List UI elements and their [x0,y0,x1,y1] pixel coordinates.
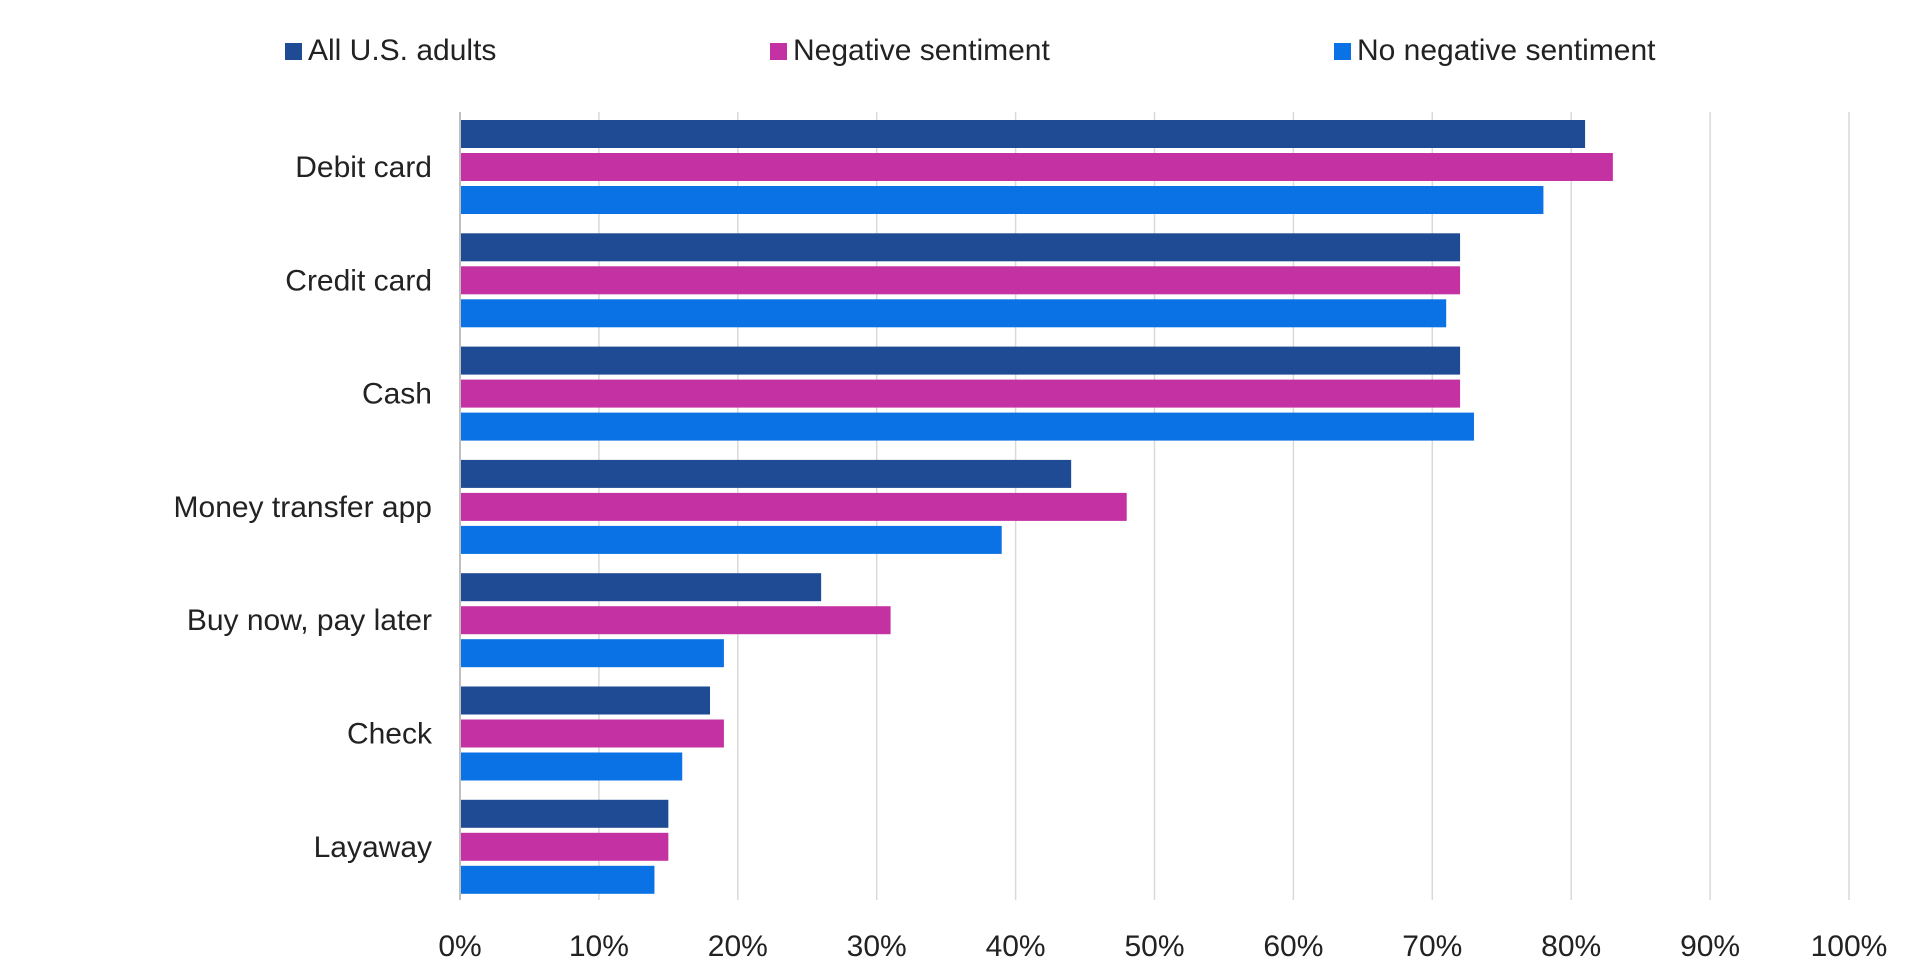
category-label-credit-card: Credit card [285,264,432,297]
x-tick-label-90: 90% [1680,930,1740,960]
bar-layaway-negative-sentiment [460,832,669,861]
bar-money-transfer-app-all-u-s-adults [460,459,1072,488]
legend-swatch-negative [770,42,787,60]
x-tick-label-80: 80% [1541,930,1601,960]
bar-credit-card-no-negative-sentiment [460,299,1447,328]
x-tick-label-60: 60% [1263,930,1323,960]
bar-cash-all-u-s-adults [460,346,1461,375]
legend: All U.S. adults Negative sentiment No ne… [0,34,1920,74]
legend-label-all-adults: All U.S. adults [308,34,497,67]
x-tick-label-20: 20% [708,930,768,960]
bar-credit-card-all-u-s-adults [460,233,1461,262]
bar-buy-now-pay-later-no-negative-sentiment [460,639,724,668]
bar-check-all-u-s-adults [460,686,711,715]
bar-debit-card-all-u-s-adults [460,120,1586,148]
x-tick-label-30: 30% [847,930,907,960]
legend-item-negative: Negative sentiment [770,34,1050,68]
bar-check-negative-sentiment [460,719,724,748]
x-tick-label-70: 70% [1402,930,1462,960]
x-tick-label-100: 100% [1811,930,1888,960]
bar-debit-card-no-negative-sentiment [460,186,1544,214]
category-label-check: Check [347,718,433,751]
bar-credit-card-negative-sentiment [460,266,1461,295]
legend-label-no-negative: No negative sentiment [1357,34,1656,67]
bar-money-transfer-app-no-negative-sentiment [460,525,1002,554]
legend-item-no-negative: No negative sentiment [1334,34,1656,68]
x-tick-label-40: 40% [986,930,1046,960]
legend-label-negative: Negative sentiment [793,34,1050,67]
legend-swatch-all-adults [285,42,302,60]
x-tick-label-50: 50% [1124,930,1184,960]
category-label-buy-now-pay-later: Buy now, pay later [187,604,432,637]
category-label-money-transfer-app: Money transfer app [174,491,432,524]
bar-buy-now-pay-later-negative-sentiment [460,606,891,635]
bar-check-no-negative-sentiment [460,752,683,781]
bar-cash-negative-sentiment [460,379,1461,408]
legend-swatch-no-negative [1334,42,1351,60]
bar-debit-card-negative-sentiment [460,153,1613,181]
x-tick-label-0: 0% [438,930,481,960]
bar-cash-no-negative-sentiment [460,412,1474,441]
category-label-cash: Cash [362,378,432,411]
category-label-debit-card: Debit card [295,151,432,184]
bar-layaway-no-negative-sentiment [460,865,655,894]
legend-item-all-adults: All U.S. adults [285,34,496,68]
bar-layaway-all-u-s-adults [460,799,669,828]
bar-money-transfer-app-negative-sentiment [460,492,1127,521]
bar-buy-now-pay-later-all-u-s-adults [460,573,822,602]
category-label-layaway: Layaway [314,831,432,864]
x-tick-label-10: 10% [569,930,629,960]
